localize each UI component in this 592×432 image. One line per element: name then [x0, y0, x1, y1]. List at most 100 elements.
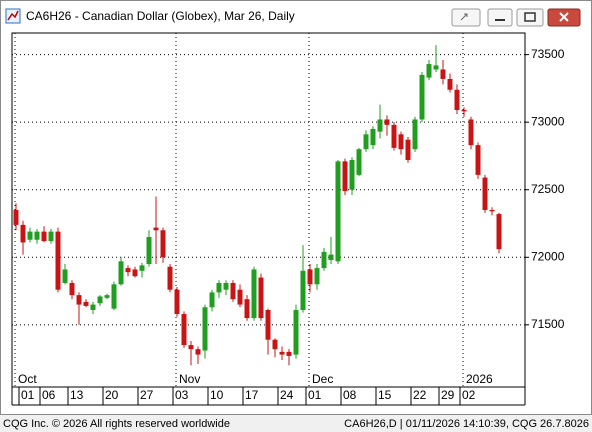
- candle-body: [489, 210, 495, 212]
- candle-body: [209, 292, 215, 308]
- candle-body: [146, 237, 152, 265]
- candle-body: [391, 124, 397, 148]
- candle-body: [181, 314, 187, 346]
- x-tick-label: 20: [105, 388, 119, 402]
- candle-body: [335, 161, 341, 262]
- candle-body: [111, 284, 117, 309]
- candle-body: [419, 74, 425, 120]
- x-tick-label: 01: [308, 388, 322, 402]
- candle-body: [132, 269, 138, 277]
- candle-body: [405, 139, 411, 161]
- candle-body: [55, 231, 61, 290]
- x-tick-label: 10: [210, 388, 224, 402]
- candle-body: [125, 268, 131, 273]
- candle-body: [300, 270, 306, 310]
- x-tick-label: 01: [21, 388, 35, 402]
- candle-body: [188, 345, 194, 350]
- candle-body: [244, 299, 250, 319]
- candle-body: [475, 145, 481, 175]
- link-glyph: [460, 13, 468, 21]
- candle-body: [482, 177, 488, 210]
- candle-body: [363, 134, 369, 150]
- candle-body: [20, 224, 26, 243]
- minimize-button[interactable]: [487, 8, 513, 27]
- maximize-button[interactable]: [516, 8, 544, 27]
- candle-body: [342, 161, 348, 192]
- maximize-glyph: [524, 12, 536, 22]
- candle-body: [440, 69, 446, 79]
- x-tick-label: 24: [280, 388, 294, 402]
- candle-body: [34, 231, 40, 240]
- candle-body: [265, 309, 271, 340]
- candle-body: [272, 339, 278, 350]
- month-label: Oct: [18, 372, 37, 386]
- link-button[interactable]: [451, 8, 481, 27]
- candle-body: [174, 289, 180, 315]
- candle-body: [48, 231, 54, 242]
- candle-body: [83, 301, 89, 306]
- x-tick-label: 03: [175, 388, 189, 402]
- candle-body: [118, 261, 124, 285]
- candle-body: [454, 89, 460, 111]
- candle-body: [307, 269, 313, 285]
- month-label: 2026: [466, 372, 493, 386]
- candle-body: [202, 307, 208, 351]
- candle-body: [139, 265, 145, 271]
- y-tick-label: 71500: [531, 317, 565, 331]
- candle-body: [461, 110, 467, 112]
- candle-body: [258, 277, 264, 319]
- candle-body: [349, 160, 355, 190]
- month-label: Dec: [312, 372, 333, 386]
- month-label: Nov: [179, 372, 200, 386]
- candle-body: [286, 351, 292, 356]
- y-tick-label: 72000: [531, 249, 565, 263]
- candle-body: [398, 134, 404, 150]
- candle-body: [328, 254, 334, 260]
- candle-body: [412, 119, 418, 150]
- candle-body: [468, 119, 474, 146]
- x-tick-label: 06: [42, 388, 56, 402]
- candle-body: [251, 269, 257, 319]
- x-tick-label: 08: [343, 388, 357, 402]
- footer-bar: [0, 415, 592, 432]
- candle-body: [223, 282, 229, 290]
- candle-body: [195, 349, 201, 355]
- x-tick-label: 15: [378, 388, 392, 402]
- candle-body: [447, 78, 453, 90]
- candle-body: [13, 210, 19, 225]
- close-glyph: [559, 12, 569, 22]
- footer-left: CQG Inc. © 2026 All rights reserved worl…: [3, 418, 230, 430]
- candle-body: [370, 128, 376, 146]
- candle-body: [41, 231, 47, 242]
- candle-body: [293, 309, 299, 355]
- candle-body: [167, 266, 173, 290]
- footer-right: CA6H26,D | 01/11/2026 14:10:39, CQG 26.7…: [344, 418, 589, 430]
- candle-body: [356, 149, 362, 175]
- candle-body: [230, 282, 236, 300]
- window-title: CA6H26 - Canadian Dollar (Globex), Mar 2…: [26, 9, 295, 23]
- candle-body: [104, 295, 110, 298]
- x-tick-label: 17: [245, 388, 259, 402]
- x-tick-label: 22: [413, 388, 427, 402]
- candle-body: [377, 119, 383, 132]
- icon-glyph: [7, 10, 19, 21]
- candle-body: [314, 268, 320, 285]
- candle-body: [216, 282, 222, 293]
- candle-body: [90, 304, 96, 310]
- y-tick-label: 73500: [531, 47, 565, 61]
- x-tick-label: 02: [462, 388, 476, 402]
- candle-body: [97, 296, 103, 304]
- candle-body: [496, 214, 502, 250]
- x-tick-label: 27: [140, 388, 154, 402]
- candle-body: [27, 231, 33, 240]
- candle-body: [160, 230, 166, 258]
- candle-body: [153, 227, 159, 231]
- candle-body: [384, 119, 390, 125]
- candle-body: [237, 289, 243, 305]
- candle-body: [62, 269, 68, 283]
- x-tick-label: 13: [70, 388, 84, 402]
- candle-body: [433, 65, 439, 70]
- candle-body: [321, 251, 327, 269]
